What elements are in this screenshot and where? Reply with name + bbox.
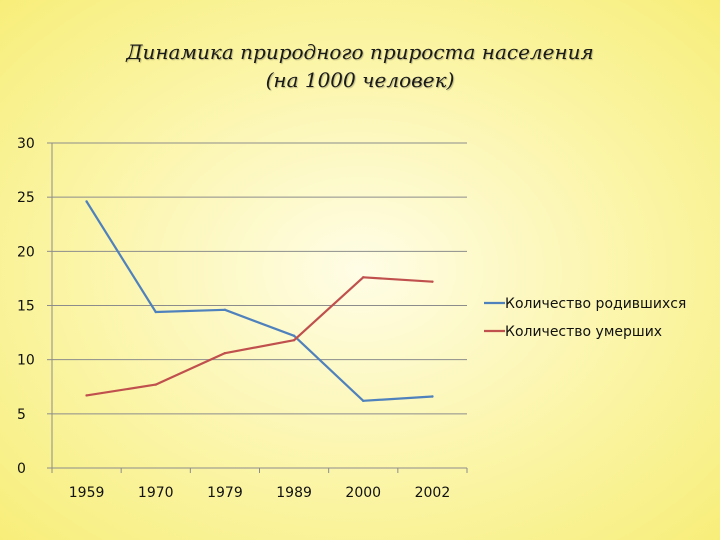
chart-title-line-1: Динамика природного прироста населения <box>126 40 594 64</box>
series-1-point <box>154 310 157 314</box>
chart-title: Динамика природного прироста населения (… <box>0 38 720 94</box>
series-line-1 <box>85 200 434 402</box>
x-tick-label: 1970 <box>138 485 174 501</box>
legend-label-2: Количество умерших <box>505 324 662 340</box>
series-1-point <box>223 308 227 312</box>
x-tick-label: 2000 <box>345 485 381 501</box>
x-tick-label: 2002 <box>415 485 451 501</box>
y-tick-label: 15 <box>17 299 35 315</box>
y-tick-label: 25 <box>17 190 35 206</box>
y-tick-label: 30 <box>17 136 35 152</box>
series-1-point <box>292 334 296 338</box>
series-2-point <box>85 394 88 397</box>
series-2-point <box>292 338 296 342</box>
legend-label-1: Количество родившихся <box>505 296 686 312</box>
y-tick-label: 20 <box>17 244 35 260</box>
series-2-point <box>431 280 434 283</box>
y-tick-label: 10 <box>17 353 35 369</box>
series-2-point <box>362 276 365 279</box>
y-tick-label: 5 <box>17 407 26 423</box>
x-tick-label: 1959 <box>69 485 105 501</box>
series-1-point <box>85 200 88 203</box>
series-line-2 <box>85 276 434 397</box>
series-2-point <box>223 351 227 355</box>
y-tick-label: 0 <box>17 461 26 477</box>
x-tick-label: 1979 <box>207 485 243 501</box>
chart-title-line-2: (на 1000 человек) <box>265 68 455 92</box>
series-1-point <box>362 399 365 403</box>
x-tick-label: 1989 <box>276 485 312 501</box>
series-2-point <box>154 383 157 386</box>
series-1-point <box>431 395 434 398</box>
